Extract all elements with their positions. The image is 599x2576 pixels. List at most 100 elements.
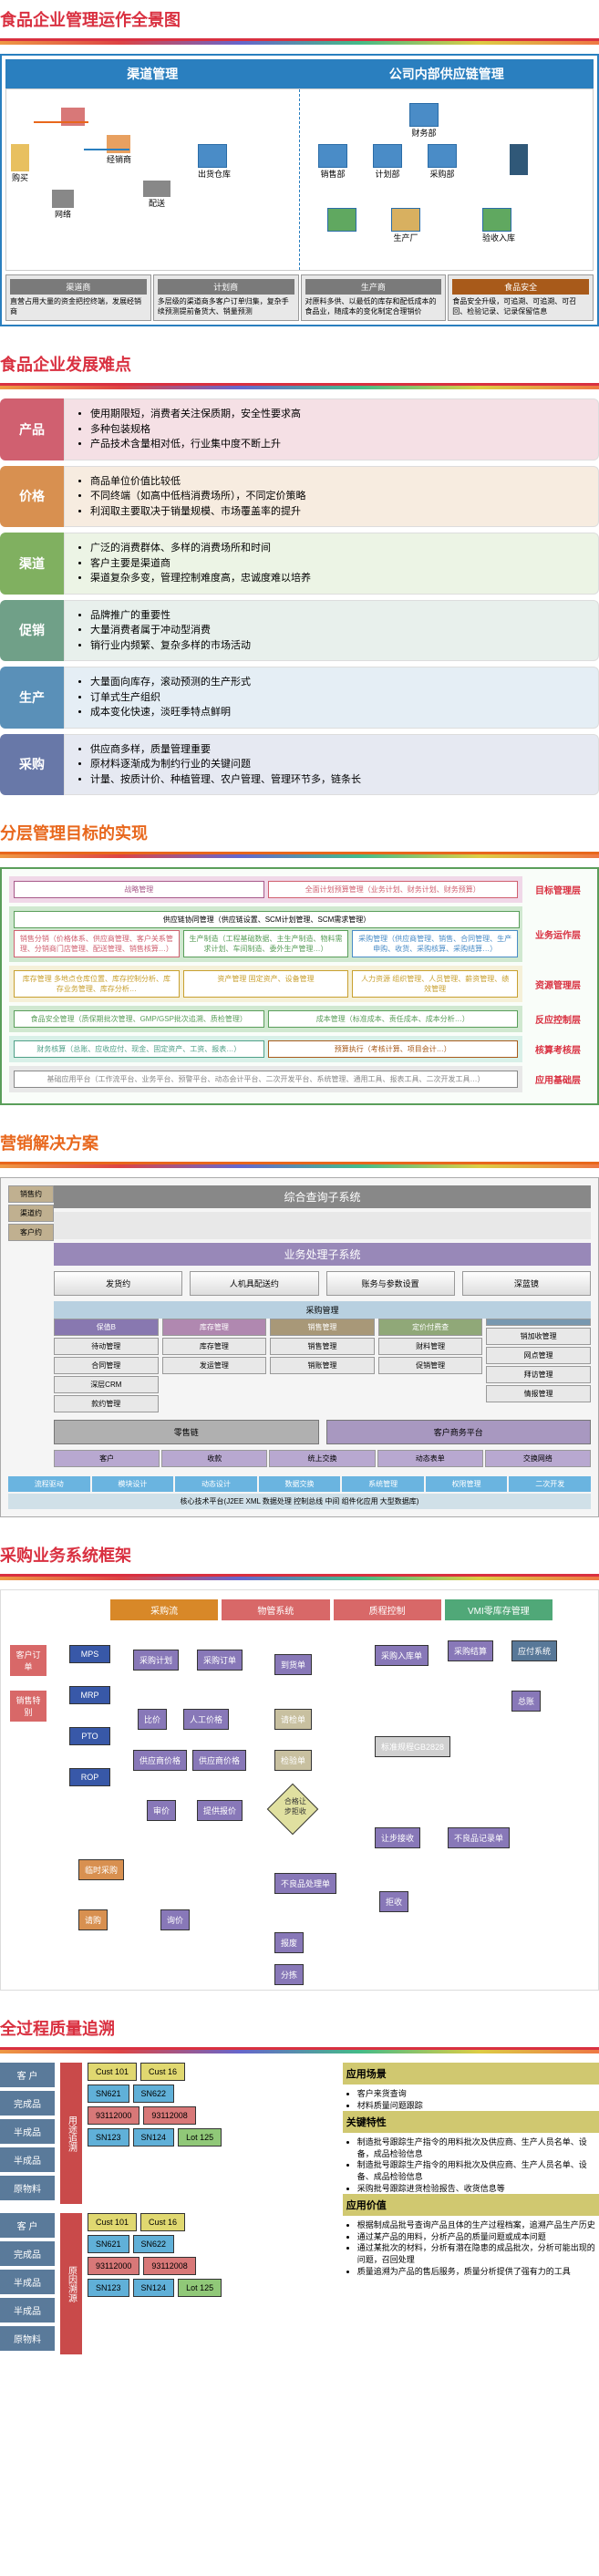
- layer-item: 人力资源 组织管理、人员管理、薪资管理、绩效管理: [352, 970, 518, 998]
- info-item: 根据制成品批号查询产品且体的生产过程档案，追溯产品生产历史: [357, 2219, 599, 2231]
- store-icon: [61, 108, 85, 126]
- diff-item: 产品技术含量相对低，行业集中度不断上升: [90, 437, 587, 452]
- mkt-box: 发货约: [54, 1271, 182, 1296]
- trace-cell: SN123: [88, 2279, 129, 2297]
- wh2-icon: [327, 208, 356, 232]
- diff-row: 促销品牌推广的重要性大量消费者属于冲动型消费销行业内频繁、复杂多样的市场活动: [0, 600, 599, 662]
- arrow: [34, 121, 88, 123]
- proc-diagram: 采购流物管系统质程控制VMI零库存管理 客户订单销售特别MPSMRPPTOROP…: [0, 1589, 599, 1991]
- purchase-icon: 采购部: [428, 144, 457, 180]
- s5-title: 采购业务系统框架: [0, 1536, 599, 1577]
- mkt-cell: 收款: [161, 1450, 267, 1467]
- trace-vert: 用途追溯: [60, 2063, 82, 2204]
- diff-row: 产品使用期限短，消费者关注保质期，安全性要求高多种包装规格产品技术含量相对低，行…: [0, 398, 599, 460]
- diff-item: 原材料逐渐成为制约行业的关键问题: [90, 757, 587, 772]
- mkt-foot: 权限管理: [426, 1476, 508, 1492]
- info-item: 材料质量问题跟踪: [357, 2100, 599, 2112]
- proc-node: 检验单: [274, 1750, 312, 1771]
- proc-node: 让步接收: [375, 1827, 420, 1848]
- proc-header: 质程控制: [334, 1599, 441, 1620]
- mkt-col: 保值B待动管理合同管理深层CRM款约管理: [54, 1319, 159, 1414]
- trace-vert: 原因溯源: [60, 2213, 82, 2354]
- trace-cell: Cust 101: [88, 2213, 137, 2231]
- mkt-box: 账务与参数设置: [326, 1271, 455, 1296]
- s6-title: 全过程质量追溯: [0, 2009, 599, 2050]
- layer-row: 食品安全管理（质保期批次管理、GMP/GSP批次追溯、质检管理）成本管理（标准成…: [9, 1006, 590, 1032]
- layer-item: 资产管理 固定资产、设备管理: [183, 970, 349, 998]
- mkt-col: 库存管理库存管理发运管理: [162, 1319, 267, 1414]
- proc-node: 不良品记录单: [448, 1827, 510, 1848]
- trace-cell: 93112000: [88, 2106, 139, 2125]
- panorama-diagram: 渠道管理 公司内部供应链管理 购买 经销商 网络 配送 出货仓库 财务部 销售部…: [0, 54, 599, 326]
- sales-icon: 销售部: [318, 144, 347, 180]
- proc-node: 审价: [147, 1800, 176, 1821]
- info-item: 质量追溯为产品的售后服务，质量分析提供了强有力的工具: [357, 2266, 599, 2278]
- mkt-box: 零售链: [54, 1420, 319, 1444]
- layer-item: 战略管理: [14, 881, 264, 898]
- proc-blue: ROP: [69, 1768, 110, 1786]
- diff-item: 成本变化快速，淡旺季特点鲜明: [90, 705, 587, 720]
- supplier-icon: [510, 144, 528, 175]
- proc-node: 提供报价: [197, 1800, 243, 1821]
- diff-row: 采购供应商多样，质量管理重要原材料逐渐成为制约行业的关键问题计量、按质计价、种植…: [0, 734, 599, 796]
- trace-label: 客 户: [0, 2063, 55, 2087]
- info-item: 采购批号跟踪进货检验报告、收货信息等: [357, 2183, 599, 2195]
- mkt-tab: 客户约: [8, 1224, 54, 1241]
- rainbow: [0, 386, 599, 389]
- diff-row: 渠道广泛的消费群体、多样的消费场所和时间客户主要是渠道商渠道复杂多变，管理控制难…: [0, 533, 599, 595]
- layer-item: 财务核算（总账、应收应付、现金、固定资产、工资、报表…）: [14, 1040, 264, 1058]
- trace-label: 半成品: [0, 2119, 55, 2144]
- info-item: 制造批号跟踪生产指令的用料批次及供应商、生产人员名单、设备，成品检验信息: [357, 2136, 599, 2159]
- diff-item: 订单式生产组织: [90, 690, 587, 706]
- trace-label: 半成品: [0, 2147, 55, 2172]
- difficulties-section: 食品企业发展难点 产品使用期限短，消费者关注保质期，安全性要求高多种包装规格产品…: [0, 345, 599, 795]
- layer-row: 战略管理全面计划预算管理（业务计划、财务计划、财务预算）目标管理层: [9, 876, 590, 903]
- trace-cell: SN621: [88, 2085, 129, 2103]
- proc-node: 应付系统: [511, 1640, 557, 1661]
- foot-box: 计划商多层级的渠道商多客户订单归集，复杂手续预测提前备货大、销量预测: [153, 274, 299, 321]
- mkt-tab: 渠道约: [8, 1205, 54, 1222]
- diff-item: 利润取主要取决于销量规模、市场覆盖率的提升: [90, 504, 587, 520]
- s3-title: 分层管理目标的实现: [0, 813, 599, 854]
- proc-node: 请购: [78, 1909, 108, 1930]
- warehouse-icon: 出货仓库: [198, 144, 231, 180]
- row2-head: 采购管理: [54, 1301, 591, 1319]
- procurement-section: 采购业务系统框架 采购流物管系统质程控制VMI零库存管理 客户订单销售特别MPS…: [0, 1536, 599, 1991]
- trace-cell: 93112008: [143, 2257, 195, 2275]
- recv-icon: 验收入库: [482, 208, 515, 243]
- mkt-diagram: 销售约渠道约客户约 综合查询子系统 业务处理子系统 发货约人机具配送约账务与参数…: [0, 1177, 599, 1517]
- truck-icon: 配送: [143, 181, 170, 209]
- foot-box: 食品安全食品安全升级，可追溯、可追溯、可召回、检验记录、记录保留信息: [448, 274, 594, 321]
- info-item: 通过某批次的材料，分析有潜在隐患的成品批次，分析可能出现的问题，召回处理: [357, 2242, 599, 2265]
- arrow: [84, 149, 129, 150]
- mkt-foot: 二次开发: [509, 1476, 591, 1492]
- diff-item: 渠道复杂多变，管理控制难度高，忠诚度难以培养: [90, 571, 587, 586]
- layer-item: 生产制造（工程基础数据、主生产制造、物料需求计划、车间制造、委外生产管理…）: [183, 930, 349, 957]
- diff-item: 品牌推广的重要性: [90, 608, 587, 624]
- mkt-foot: 模块设计: [92, 1476, 174, 1492]
- trace-cell: 93112008: [143, 2106, 195, 2125]
- trace-cell: SN621: [88, 2235, 129, 2253]
- panorama-section: 食品企业管理运作全景图 渠道管理 公司内部供应链管理 购买 经销商 网络 配送 …: [0, 0, 599, 326]
- factory-icon: 生产厂: [391, 208, 420, 243]
- trace-cell: SN124: [133, 2128, 175, 2147]
- rainbow: [0, 2050, 599, 2054]
- proc-node: 供应商价格: [133, 1750, 187, 1771]
- trace-block: 客 户完成品半成品半成品原物料用途追溯Cust 101Cust 16SN621S…: [0, 2063, 334, 2204]
- proc-node: 供应商价格: [192, 1750, 246, 1771]
- trace-cell: Cust 16: [140, 2063, 185, 2081]
- mkt-cell: 交换网络: [485, 1450, 591, 1467]
- proc-header: 采购流: [110, 1599, 218, 1620]
- proc-node: 临时采购: [78, 1859, 124, 1880]
- proc-node: 比价: [138, 1709, 167, 1730]
- diff-item: 销行业内频繁、复杂多样的市场活动: [90, 638, 587, 654]
- diff-item: 大量消费者属于冲动型消费: [90, 623, 587, 638]
- foot-box: 渠道商直营占用大量的资金把控终端，发展经销商: [5, 274, 151, 321]
- mkt-foot2: 核心技术平台(J2EE XML 数据处理 控制总线 中间 组件化应用 大型数据库…: [8, 1494, 591, 1509]
- trace-info: 应用场景客户来货查询材料质量问题跟踪关键特性制造批号跟踪生产指令的用料批次及供应…: [343, 2063, 599, 2364]
- pano-footer: 渠道商直营占用大量的资金把控终端，发展经销商计划商多层级的渠道商多客户订单归集，…: [5, 274, 594, 321]
- col2-head: 公司内部供应链管理: [300, 59, 594, 88]
- info-item: 制造批号跟踪生产指令的用料批次及供应商、生产人员名单、设备、成品检验信息: [357, 2159, 599, 2182]
- diff-item: 大量面向库存，滚动预测的生产形式: [90, 675, 587, 690]
- layer-item: 销售分销（价格体系、供应商管理、客户关系管理、分销商门店管理、配送管理、销售核算…: [14, 930, 180, 957]
